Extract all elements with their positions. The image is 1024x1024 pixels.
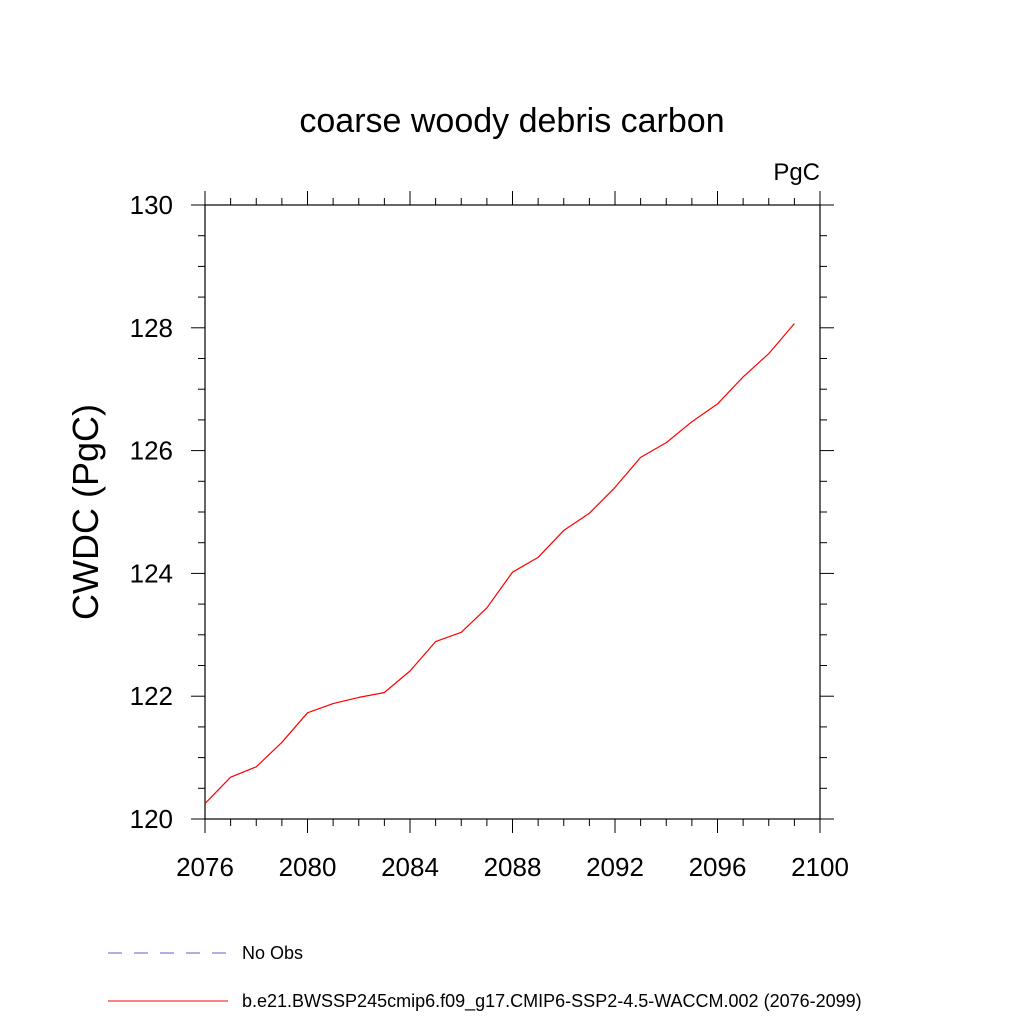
x-tick-label: 2092 <box>586 852 644 882</box>
x-tick-label: 2080 <box>279 852 337 882</box>
y-tick-label: 130 <box>130 190 173 220</box>
plot-frame <box>204 204 821 820</box>
x-tick-label: 2100 <box>791 852 849 882</box>
y-tick-label: 122 <box>130 681 173 711</box>
x-tick-label: 2084 <box>381 852 439 882</box>
units-label: PgC <box>773 159 820 186</box>
legend-label: b.e21.BWSSP245cmip6.f09_g17.CMIP6-SSP2-4… <box>242 991 862 1012</box>
y-axis-label: CWDC (PgC) <box>65 404 106 620</box>
y-tick-label: 128 <box>130 313 173 343</box>
x-tick-label: 2076 <box>176 852 234 882</box>
plot-area: 2076 2080 2084 2088 2092 2096 2100 120 122 124 126… <box>130 190 849 882</box>
chart-title: coarse woody debris carbon <box>299 102 724 140</box>
y-tick-label: 120 <box>130 804 173 834</box>
legend: No Obs b.e21.BWSSP245cmip6.f09_g17.CMIP6-… <box>108 943 862 1012</box>
x-tick-label: 2096 <box>689 852 747 882</box>
legend-label: No Obs <box>242 943 303 963</box>
x-tick-label: 2088 <box>484 852 542 882</box>
y-tick-label: 124 <box>130 558 173 588</box>
y-tick-label: 126 <box>130 436 173 466</box>
series-line <box>204 323 795 805</box>
